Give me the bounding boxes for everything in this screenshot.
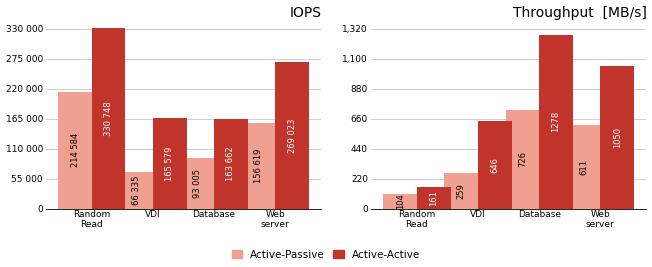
Text: IOPS: IOPS [289,6,321,19]
Bar [445,173,478,209]
Text: 156 619: 156 619 [254,149,263,183]
Text: 214 584: 214 584 [70,133,80,167]
Text: 165 579: 165 579 [166,146,174,181]
Text: 1278: 1278 [552,111,561,132]
Bar [417,187,451,209]
Text: 104: 104 [396,194,405,209]
Text: 163 662: 163 662 [226,147,235,181]
Bar [181,158,214,209]
Bar [505,110,539,209]
Bar [539,35,573,209]
Legend: Active-Passive, Active-Active: Active-Passive, Active-Active [230,248,422,262]
Bar [119,172,153,209]
Bar [242,123,275,209]
Bar [275,62,309,209]
Bar [58,92,92,209]
Text: 726: 726 [518,151,527,167]
Text: 161: 161 [429,190,438,206]
Text: Throughput  [MB/s]: Throughput [MB/s] [512,6,646,19]
Bar [214,119,248,209]
Bar [153,119,186,209]
Text: 1050: 1050 [613,127,621,148]
Bar [478,121,512,209]
Bar [600,66,634,209]
Text: 611: 611 [579,159,588,175]
Text: 93 005: 93 005 [193,169,202,198]
Text: 269 023: 269 023 [288,118,297,152]
Bar [383,194,417,209]
Text: 330 748: 330 748 [104,101,113,136]
Text: 646: 646 [490,157,499,173]
Bar [567,125,600,209]
Text: 259: 259 [457,183,466,199]
Bar [92,29,125,209]
Text: 66 335: 66 335 [132,176,141,205]
